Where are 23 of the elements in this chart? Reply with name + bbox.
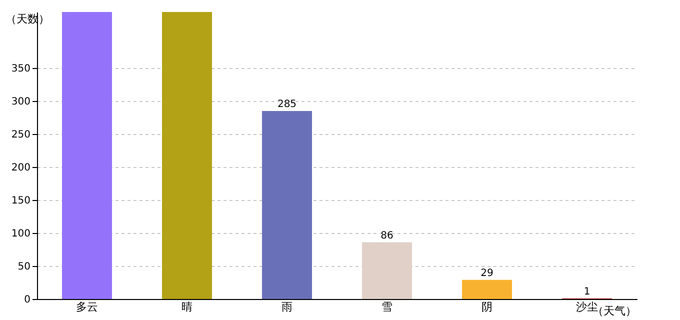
x-tick-label: 多云 (76, 300, 98, 314)
y-tick-label: 200 (11, 162, 30, 174)
y-tick-label: 350 (11, 64, 30, 75)
bar (362, 242, 412, 299)
x-tick-label: 晴 (182, 300, 192, 314)
data-label: 29 (480, 268, 494, 279)
bar (262, 110, 312, 299)
y-tick-label: 250 (11, 130, 30, 141)
y-tick-label: 300 (11, 96, 30, 108)
y-tick-label: 100 (11, 228, 30, 240)
y-tick-label: 0 (24, 294, 30, 306)
y-tick-label: 50 (18, 262, 30, 273)
x-tick-label: 雨 (282, 300, 292, 314)
x-tick-label: 阴 (482, 300, 492, 314)
data-label: 285 (277, 98, 297, 110)
bar (462, 280, 512, 299)
data-label: 1 (584, 286, 590, 298)
x-tick-label: 雪 (382, 300, 392, 314)
data-label: 86 (380, 230, 394, 242)
y-axis-title: （天数） (6, 12, 50, 26)
bar (162, 12, 212, 299)
y-tick-label: 150 (11, 196, 30, 207)
bar (62, 12, 112, 299)
